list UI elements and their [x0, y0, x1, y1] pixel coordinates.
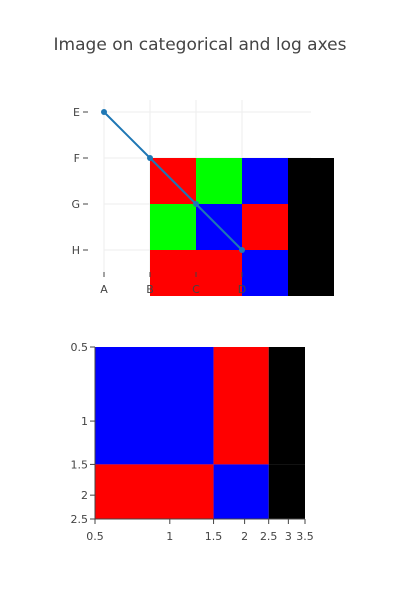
- y-tick-label: E: [73, 106, 80, 119]
- image-cell: [95, 464, 214, 519]
- x-tick-label: 3.5: [296, 530, 314, 543]
- image-cell: [288, 158, 334, 204]
- y-tick-label: H: [72, 244, 80, 257]
- x-tick-label: 2.5: [260, 530, 278, 543]
- x-tick-label: A: [100, 283, 108, 296]
- image-cell: [150, 250, 196, 296]
- line-series: [103, 111, 243, 251]
- y-tick-label: 1.5: [71, 458, 89, 471]
- image-cell: [196, 158, 242, 204]
- image-cell: [288, 204, 334, 250]
- image-cell: [268, 464, 305, 519]
- image-cell: [95, 347, 214, 465]
- line-point: [147, 155, 153, 161]
- image-cell: [242, 158, 288, 204]
- x-tick-label: 1: [166, 530, 173, 543]
- image-cell: [288, 250, 334, 296]
- line-point: [239, 247, 245, 253]
- image-cell: [196, 250, 242, 296]
- x-tick-label: D: [238, 283, 246, 296]
- x-tick-label: 1.5: [205, 530, 223, 543]
- x-tick-label: B: [146, 283, 154, 296]
- x-tick-label: C: [192, 283, 200, 296]
- line-point: [101, 109, 107, 115]
- y-tick-label: 1: [81, 415, 88, 428]
- x-tick-label: 0.5: [86, 530, 104, 543]
- y-tick-label: 2.5: [71, 513, 89, 526]
- image-cell: [213, 464, 269, 519]
- x-tick-label: 2: [241, 530, 248, 543]
- image-cell: [268, 347, 305, 465]
- image-cell: [213, 347, 269, 465]
- chart-title: Image on categorical and log axes: [54, 35, 347, 55]
- y-tick-label: 0.5: [71, 341, 89, 354]
- image-cell: [150, 204, 196, 250]
- image-cell: [242, 250, 288, 296]
- y-tick-label: G: [71, 198, 80, 211]
- image-cell: [242, 204, 288, 250]
- y-tick-label: 2: [81, 489, 88, 502]
- y-tick-label: F: [74, 152, 80, 165]
- plot-log: 0.5 1 1.5 2 2.5 3 3.5 0.5 1 1.5 2 2.5: [71, 341, 314, 543]
- line-point: [193, 201, 199, 207]
- x-tick-label: 3: [285, 530, 292, 543]
- plot-categorical: A B C D E F G H: [71, 100, 334, 296]
